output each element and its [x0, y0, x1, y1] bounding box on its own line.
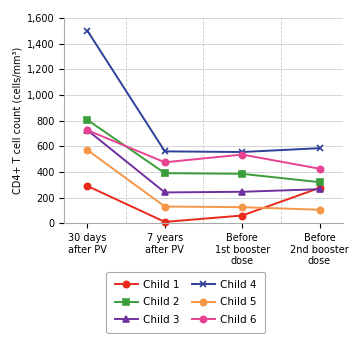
Line: Child 2: Child 2 — [84, 117, 323, 185]
Line: Child 3: Child 3 — [84, 127, 323, 195]
Child 1 — [85, 184, 90, 188]
Child 4 — [317, 146, 322, 150]
Child 2 — [85, 118, 90, 122]
Child 1 — [163, 220, 167, 224]
Child 1 — [317, 186, 322, 190]
Child 5 — [240, 205, 244, 209]
Child 3 — [240, 190, 244, 194]
Child 3 — [85, 128, 90, 132]
Y-axis label: CD4+ T cell count (cells/mm³): CD4+ T cell count (cells/mm³) — [12, 47, 22, 194]
Child 5 — [163, 204, 167, 209]
Legend: Child 1, Child 2, Child 3, Child 4, Child 5, Child 6: Child 1, Child 2, Child 3, Child 4, Chil… — [106, 272, 265, 333]
Child 3 — [317, 187, 322, 192]
Child 6 — [85, 128, 90, 132]
Child 2 — [163, 171, 167, 175]
Line: Child 6: Child 6 — [84, 127, 323, 172]
Child 5 — [85, 148, 90, 152]
Child 2 — [317, 180, 322, 184]
Child 1 — [240, 213, 244, 218]
Child 3 — [163, 190, 167, 194]
Child 6 — [240, 152, 244, 157]
Child 4 — [163, 149, 167, 153]
Child 4 — [240, 150, 244, 154]
Line: Child 5: Child 5 — [84, 147, 323, 213]
Child 2 — [240, 172, 244, 176]
Line: Child 4: Child 4 — [84, 28, 323, 155]
Child 6 — [317, 167, 322, 171]
Child 5 — [317, 208, 322, 212]
Child 6 — [163, 160, 167, 165]
Child 4 — [85, 29, 90, 33]
Line: Child 1: Child 1 — [84, 183, 323, 225]
